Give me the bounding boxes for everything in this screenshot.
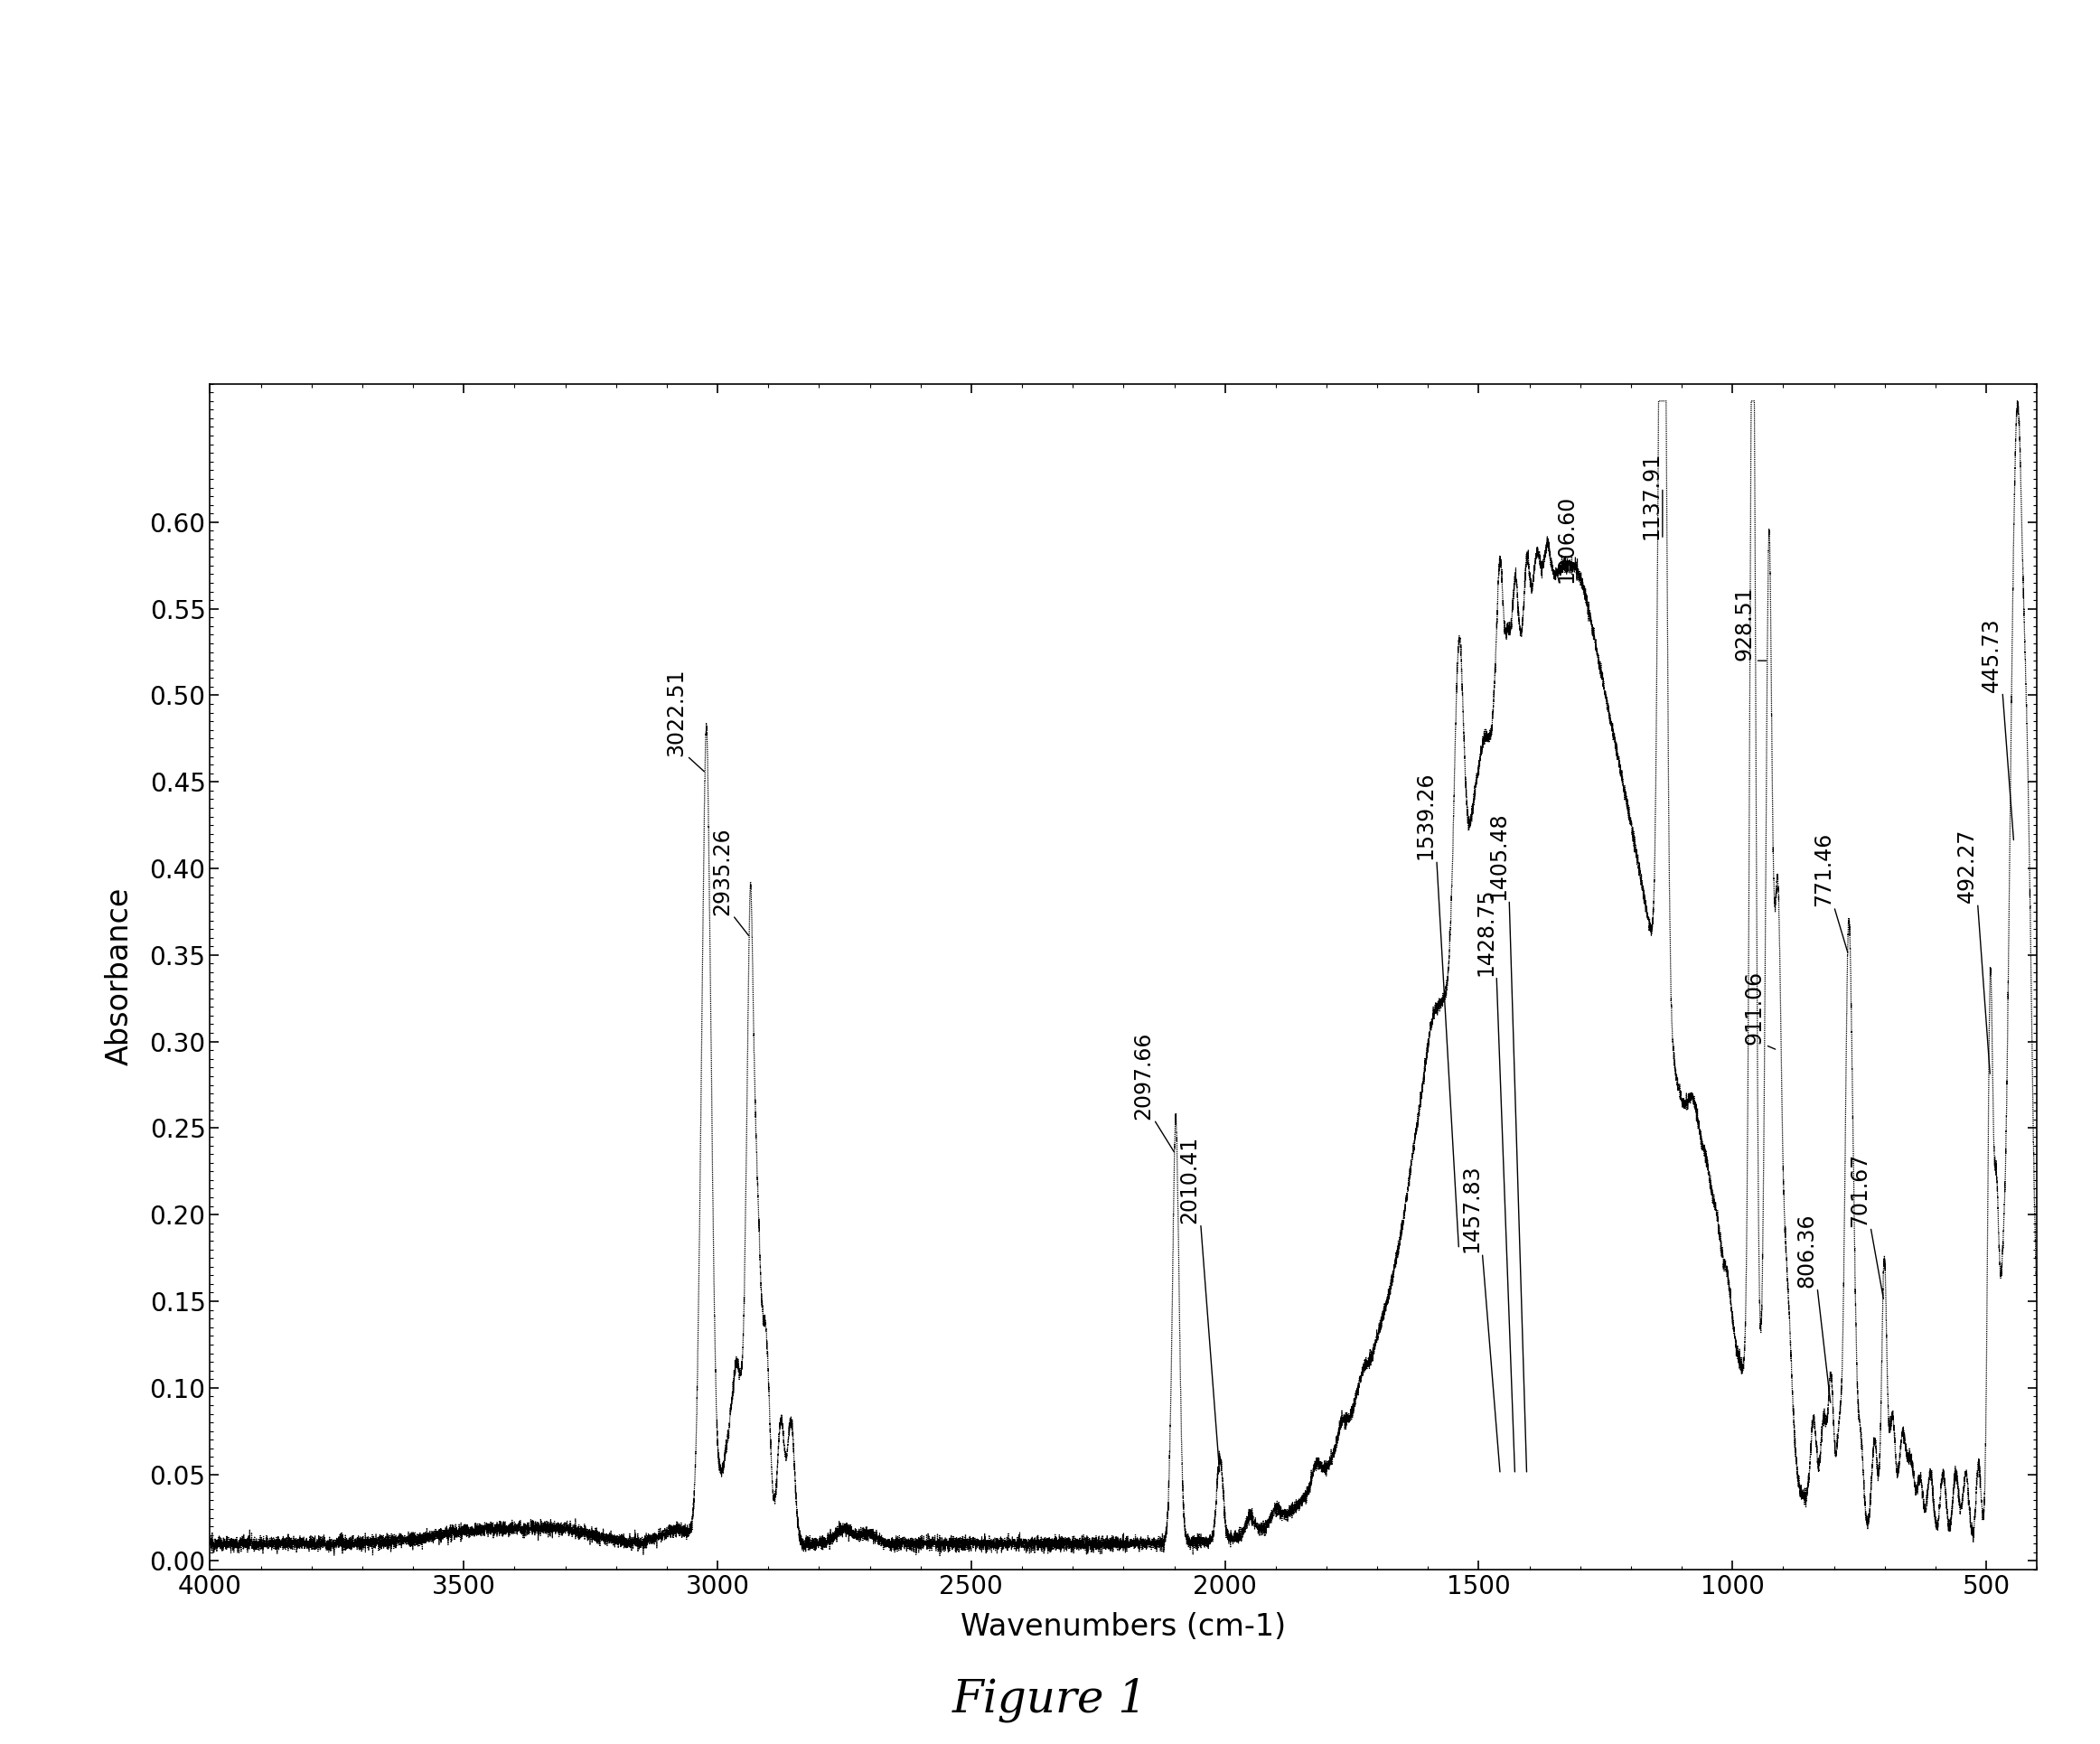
Y-axis label: Absorbance: Absorbance — [105, 888, 134, 1066]
Text: 2935.26: 2935.26 — [712, 827, 733, 916]
Text: 1539.26: 1539.26 — [1415, 771, 1436, 860]
Text: 1137.91: 1137.91 — [1640, 452, 1663, 539]
Text: 1405.48: 1405.48 — [1487, 811, 1510, 900]
Text: 806.36: 806.36 — [1796, 1212, 1816, 1287]
Text: 911.06: 911.06 — [1743, 971, 1766, 1045]
Text: 3022.51: 3022.51 — [666, 668, 687, 755]
Text: Figure 1: Figure 1 — [951, 1678, 1149, 1723]
Text: 492.27: 492.27 — [1955, 828, 1978, 903]
Text: 2097.66: 2097.66 — [1132, 1031, 1153, 1120]
Text: 1306.60: 1306.60 — [1556, 495, 1577, 582]
Text: 1428.75: 1428.75 — [1474, 888, 1497, 977]
Text: 2010.41: 2010.41 — [1178, 1135, 1201, 1223]
Text: 701.67: 701.67 — [1848, 1153, 1871, 1226]
Text: 1457.83: 1457.83 — [1462, 1165, 1483, 1252]
Text: 928.51: 928.51 — [1735, 586, 1756, 661]
Text: 771.46: 771.46 — [1812, 832, 1833, 907]
X-axis label: Wavenumbers (cm-1): Wavenumbers (cm-1) — [962, 1611, 1285, 1641]
Text: 445.73: 445.73 — [1980, 617, 2003, 692]
